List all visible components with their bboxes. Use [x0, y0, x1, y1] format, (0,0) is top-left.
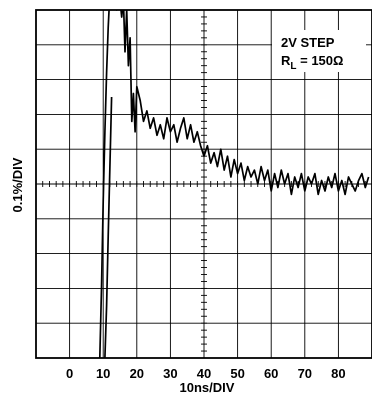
waveform-trace-2	[104, 96, 113, 358]
legend-line-2: RL = 150Ω	[281, 53, 343, 72]
x-tick-label: 20	[130, 366, 144, 381]
legend-line-1: 2V STEP	[281, 35, 335, 50]
legend-line-2-prefix: R	[281, 53, 291, 68]
x-axis-title: 10ns/DIV	[180, 380, 235, 395]
x-tick-label: 30	[163, 366, 177, 381]
y-axis-title: 0.1%/DIV	[10, 157, 25, 212]
x-tick-label: 50	[230, 366, 244, 381]
x-tick-label: 0	[66, 366, 73, 381]
plot-frame	[35, 9, 372, 359]
x-tick-label: 10	[96, 366, 110, 381]
legend-background	[272, 30, 366, 72]
x-tick-label: 70	[298, 366, 312, 381]
x-tick-label: 80	[331, 366, 345, 381]
waveform-trace-1	[98, 10, 118, 358]
x-tick-labels: 0 10 20 30 40 50 60 70 80	[66, 366, 346, 381]
legend-annotation: 2V STEP RL = 150Ω	[272, 30, 366, 72]
x-tick-label: 60	[264, 366, 278, 381]
legend-line-2-subscript: L	[290, 61, 296, 72]
legend-line-2-suffix: = 150Ω	[297, 53, 344, 68]
waveform-trace-3	[120, 10, 370, 196]
x-tick-label: 40	[197, 366, 211, 381]
waveform-traces	[98, 10, 370, 358]
